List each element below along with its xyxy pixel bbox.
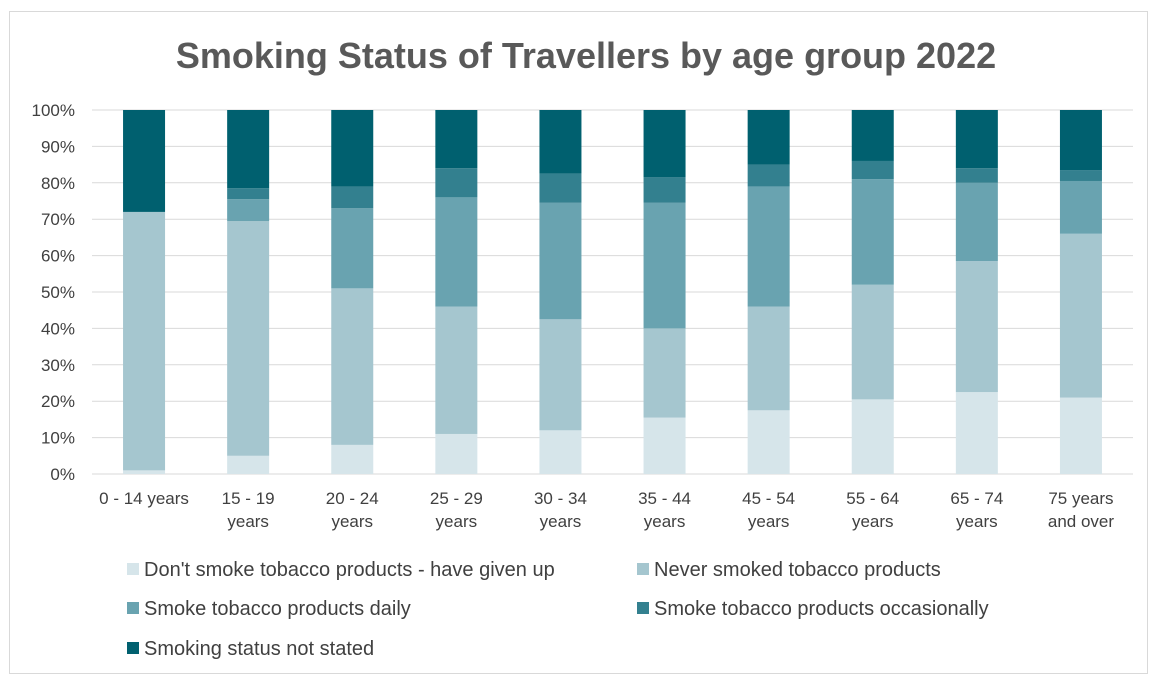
- x-tick-label: 0 - 14 years: [99, 489, 189, 508]
- bar-segment: [539, 173, 582, 203]
- x-tick-label: years: [227, 512, 269, 531]
- bar-segment: [331, 444, 374, 474]
- y-tick-label: 0%: [50, 465, 75, 484]
- bar-segment: [539, 319, 582, 431]
- bar-segment: [227, 110, 270, 189]
- x-tick-label: 65 - 74: [950, 489, 1003, 508]
- bar-segment: [747, 306, 790, 411]
- bar-segment: [1059, 397, 1102, 474]
- y-tick-label: 60%: [41, 247, 75, 266]
- bar-segment: [643, 177, 686, 203]
- bar-segment: [123, 470, 166, 474]
- bar-segment: [435, 168, 478, 198]
- bar-segment: [955, 392, 998, 474]
- x-tick-label: 75 years: [1048, 489, 1113, 508]
- y-tick-label: 70%: [41, 210, 75, 229]
- bar-segment: [227, 199, 270, 222]
- x-tick-label: years: [436, 512, 478, 531]
- x-tick-label: years: [644, 512, 686, 531]
- x-tick-label: 20 - 24: [326, 489, 379, 508]
- bar-segment: [955, 110, 998, 169]
- bar-segment: [1059, 170, 1102, 181]
- bar-segment: [331, 208, 374, 289]
- x-tick-label: 15 - 19: [222, 489, 275, 508]
- y-tick-label: 20%: [41, 392, 75, 411]
- bar-segment: [851, 284, 894, 400]
- bar-segment: [955, 168, 998, 183]
- bar-segment: [435, 306, 478, 434]
- bar-segment: [539, 430, 582, 474]
- bar-segment: [851, 399, 894, 474]
- y-tick-label: 50%: [41, 283, 75, 302]
- legend-swatch: [127, 563, 139, 575]
- x-axis-ticks: 0 - 14 years 15 - 19 years 20 - 24 years 25 -…: [99, 489, 1114, 531]
- bar-segment: [747, 410, 790, 474]
- bar-segment: [331, 186, 374, 209]
- bar-segment: [643, 202, 686, 329]
- bar-segment: [331, 288, 374, 445]
- bar-segment: [227, 455, 270, 474]
- x-tick-label: 55 - 64: [846, 489, 899, 508]
- bar-segment: [643, 328, 686, 418]
- bar-segment: [227, 221, 270, 456]
- bar-segment: [1059, 110, 1102, 171]
- bar-segment: [539, 110, 582, 174]
- bar-segment: [643, 110, 686, 178]
- bar-segment: [331, 110, 374, 187]
- bar-segment: [955, 182, 998, 262]
- x-tick-label: 30 - 34: [534, 489, 587, 508]
- bar-segment: [747, 110, 790, 165]
- y-tick-label: 90%: [41, 137, 75, 156]
- bar-segment: [435, 433, 478, 474]
- y-axis-ticks: 0% 10% 20% 30% 40% 50% 60% 70% 80% 90% 100%: [32, 101, 75, 484]
- legend-swatch: [637, 563, 649, 575]
- legend-label: Never smoked tobacco products: [654, 559, 941, 581]
- bar-segment: [123, 211, 166, 471]
- bar-segment: [1059, 233, 1102, 398]
- legend-label: Smoke tobacco products daily: [144, 598, 411, 620]
- y-tick-label: 80%: [41, 174, 75, 193]
- x-tick-label: years: [956, 512, 998, 531]
- chart-title: Smoking Status of Travellers by age grou…: [176, 35, 996, 76]
- bar-segment: [227, 188, 270, 200]
- bar-segment: [851, 179, 894, 285]
- y-tick-label: 100%: [32, 101, 75, 120]
- x-tick-label: 35 - 44: [638, 489, 691, 508]
- bar-segment: [1059, 180, 1102, 234]
- bar-segment: [435, 197, 478, 307]
- bar-segment: [539, 202, 582, 320]
- legend-swatch: [127, 642, 139, 654]
- x-tick-label: years: [331, 512, 373, 531]
- legend: Don't smoke tobacco products - have give…: [127, 559, 989, 660]
- legend-swatch: [637, 602, 649, 614]
- x-tick-label: and over: [1048, 512, 1114, 531]
- bar-segment: [747, 186, 790, 307]
- bar-segment: [955, 261, 998, 393]
- legend-label: Smoke tobacco products occasionally: [654, 598, 989, 620]
- bar-segment: [851, 160, 894, 180]
- bars: [123, 110, 1102, 474]
- bar-segment: [123, 110, 166, 212]
- y-tick-label: 40%: [41, 319, 75, 338]
- x-tick-label: years: [852, 512, 894, 531]
- bar-segment: [747, 164, 790, 187]
- y-tick-label: 10%: [41, 429, 75, 448]
- legend-label: Smoking status not stated: [144, 638, 374, 660]
- x-tick-label: 45 - 54: [742, 489, 795, 508]
- bar-segment: [851, 110, 894, 161]
- x-tick-label: 25 - 29: [430, 489, 483, 508]
- x-tick-label: years: [540, 512, 582, 531]
- legend-swatch: [127, 602, 139, 614]
- x-tick-label: years: [748, 512, 790, 531]
- legend-label: Don't smoke tobacco products - have give…: [144, 559, 555, 581]
- bar-segment: [435, 110, 478, 169]
- y-tick-label: 30%: [41, 356, 75, 375]
- bar-segment: [643, 417, 686, 474]
